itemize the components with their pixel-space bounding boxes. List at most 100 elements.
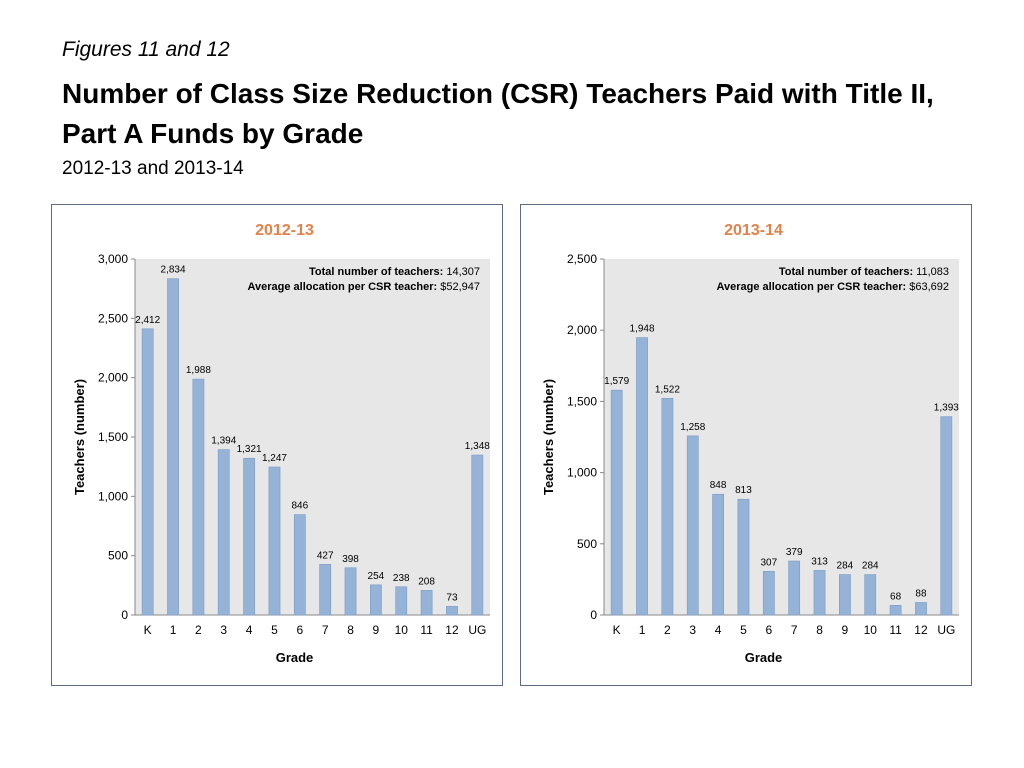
bar-5 <box>268 466 281 616</box>
data-label: 2,412 <box>135 315 160 326</box>
average-allocation-value: $52,947 <box>440 281 480 293</box>
y-tick-label: 2,000 <box>98 371 128 385</box>
bar-1 <box>167 278 179 616</box>
data-label: 846 <box>291 501 308 512</box>
x-tick-label: 1 <box>170 623 177 637</box>
bar-chart-2012-13: 2012-13 0 500 1,000 1,500 2,000 2,500 3,000 2,41… <box>72 222 490 665</box>
data-label: 379 <box>786 547 803 558</box>
bar-3 <box>217 449 230 616</box>
x-axis-title: Grade <box>745 650 783 665</box>
chart-title: 2012-13 <box>255 222 314 239</box>
data-label: 1,394 <box>211 436 236 447</box>
data-label: 1,247 <box>262 453 287 464</box>
x-tick-label: 3 <box>220 623 227 637</box>
bar-12 <box>446 606 458 616</box>
data-label: 307 <box>760 557 777 568</box>
x-tick-label: 4 <box>246 623 253 637</box>
data-label: 208 <box>418 576 435 587</box>
total-teachers-annotation: Total number of teachers: 11,083 <box>779 266 949 278</box>
chart-panel-2013-14: 2013-14 0 500 1,000 1,500 2,000 2,500 1,579 K 1,9… <box>520 204 972 686</box>
data-label: 1,393 <box>934 403 959 414</box>
x-tick-label: 10 <box>395 623 409 637</box>
data-label: 1,348 <box>465 441 490 452</box>
y-tick-label: 500 <box>577 537 597 551</box>
y-tick-label: 500 <box>108 549 128 563</box>
data-label: 68 <box>890 591 902 602</box>
bar-chart-2013-14: 2013-14 0 500 1,000 1,500 2,000 2,500 1,579 K 1,9… <box>541 222 959 665</box>
x-axis-title: Grade <box>276 650 314 665</box>
bar-4 <box>243 457 255 616</box>
x-tick-label: 10 <box>864 623 878 637</box>
y-tick-label: 2,000 <box>567 323 597 337</box>
data-label: 1,258 <box>680 422 705 433</box>
bar-10 <box>864 574 877 616</box>
data-label: 254 <box>368 571 385 582</box>
bar-K <box>141 328 154 616</box>
data-label: 1,321 <box>237 444 262 455</box>
y-tick-label: 0 <box>121 608 128 622</box>
bar-11 <box>420 590 433 616</box>
total-teachers-value: 11,083 <box>916 266 949 278</box>
page-subtitle: 2012-13 and 2013-14 <box>62 158 244 179</box>
x-tick-label: 9 <box>373 623 380 637</box>
bar-7 <box>319 564 332 616</box>
y-tick-label: 1,500 <box>567 394 597 408</box>
bar-2 <box>661 397 674 616</box>
x-tick-label: 1 <box>639 623 646 637</box>
data-label: 284 <box>837 561 854 572</box>
x-tick-label: UG <box>468 623 486 637</box>
page-title: Number of Class Size Reduction (CSR) Tea… <box>62 78 934 149</box>
data-label: 1,948 <box>630 324 655 335</box>
bar-9 <box>370 584 382 616</box>
x-tick-label: 7 <box>322 623 329 637</box>
y-axis-title: Teachers (number) <box>72 379 87 495</box>
bar-3 <box>686 435 699 616</box>
data-label: 2,834 <box>161 265 186 276</box>
average-allocation-label: Average allocation per CSR teacher: <box>247 281 440 293</box>
y-tick-label: 1,500 <box>98 430 128 444</box>
x-tick-label: K <box>144 623 152 637</box>
x-tick-label: 5 <box>740 623 747 637</box>
data-label: 848 <box>710 480 727 491</box>
y-tick-label: 2,500 <box>98 311 128 325</box>
data-label: 813 <box>735 485 752 496</box>
data-label: 427 <box>317 550 334 561</box>
bar-8 <box>344 567 357 616</box>
bar-6 <box>293 514 306 616</box>
y-tick-label: 3,000 <box>98 252 128 266</box>
x-tick-label: 8 <box>347 623 354 637</box>
bar-8 <box>813 570 826 616</box>
x-tick-label: 4 <box>715 623 722 637</box>
bar-UG <box>940 416 953 616</box>
y-tick-label: 1,000 <box>98 489 128 503</box>
data-label: 1,579 <box>604 376 629 387</box>
total-teachers-label: Total number of teachers: <box>309 266 446 278</box>
data-label: 1,522 <box>655 384 680 395</box>
bar-UG <box>471 454 484 616</box>
x-tick-label: 3 <box>689 623 696 637</box>
bar-5 <box>737 498 750 616</box>
y-axis-title: Teachers (number) <box>541 379 556 495</box>
average-allocation-annotation: Average allocation per CSR teacher: $52,… <box>247 281 480 293</box>
x-tick-label: 5 <box>271 623 278 637</box>
bar-11 <box>889 605 902 616</box>
x-tick-label: 2 <box>664 623 671 637</box>
x-tick-label: 12 <box>445 623 459 637</box>
average-allocation-label: Average allocation per CSR teacher: <box>716 281 909 293</box>
figure-label: Figures 11 and 12 <box>62 38 230 61</box>
plot-area <box>604 259 959 615</box>
average-allocation-annotation: Average allocation per CSR teacher: $63,… <box>716 281 949 293</box>
data-label: 73 <box>446 592 458 603</box>
x-tick-label: 8 <box>816 623 823 637</box>
x-tick-label: 2 <box>195 623 202 637</box>
y-tick-label: 0 <box>590 608 597 622</box>
x-tick-label: UG <box>937 623 955 637</box>
bar-12 <box>915 602 927 616</box>
bar-K <box>610 389 623 616</box>
x-tick-label: 7 <box>791 623 798 637</box>
x-tick-label: 6 <box>296 623 303 637</box>
data-label: 398 <box>342 554 359 565</box>
bar-2 <box>192 378 205 616</box>
data-label: 1,988 <box>186 365 211 376</box>
y-tick-label: 1,000 <box>567 466 597 480</box>
